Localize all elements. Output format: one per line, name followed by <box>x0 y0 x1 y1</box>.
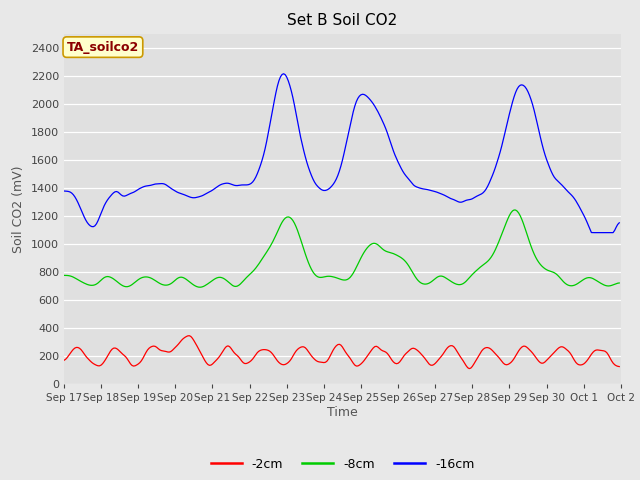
Text: TA_soilco2: TA_soilco2 <box>67 41 139 54</box>
Title: Set B Soil CO2: Set B Soil CO2 <box>287 13 397 28</box>
Y-axis label: Soil CO2 (mV): Soil CO2 (mV) <box>12 165 26 252</box>
X-axis label: Time: Time <box>327 406 358 419</box>
Legend: -2cm, -8cm, -16cm: -2cm, -8cm, -16cm <box>205 453 479 476</box>
